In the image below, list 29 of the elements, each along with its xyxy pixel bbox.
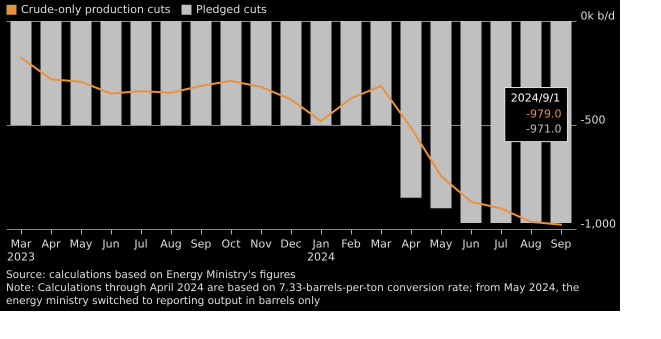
y-tick-label: 0k b/d bbox=[580, 10, 616, 22]
x-tick-label: Feb bbox=[341, 238, 361, 250]
x-tick-label: Apr bbox=[401, 238, 421, 250]
x-tick-label: Dec bbox=[280, 238, 302, 250]
legend-label: Crude-only production cuts bbox=[21, 2, 171, 16]
x-tick-label: Mar bbox=[370, 238, 392, 250]
x-tick-label: Nov bbox=[250, 238, 272, 250]
x-tick-label: Jan 2024 bbox=[307, 238, 335, 264]
x-tick-label: Jun bbox=[461, 238, 480, 250]
source-note: Source: calculations based on Energy Ministry's figures bbox=[6, 269, 296, 281]
x-tick-label: May bbox=[70, 238, 93, 250]
x-tick-label: Sep bbox=[190, 238, 212, 250]
x-tick-label: Oct bbox=[221, 238, 242, 250]
y-tick-label: -1,000 bbox=[580, 218, 616, 230]
x-tick-label: May bbox=[430, 238, 453, 250]
annotation: -971.0 bbox=[526, 122, 562, 136]
x-tick-label: Aug bbox=[520, 238, 542, 250]
annotation: 2024/9/1 bbox=[510, 92, 560, 105]
x-tick-label: Jun bbox=[101, 238, 120, 250]
y-tick-label: -500 bbox=[580, 114, 606, 126]
legend-label: Pledged cuts bbox=[196, 2, 267, 16]
x-tick-label: Apr bbox=[41, 238, 61, 250]
x-tick-label: Jul bbox=[133, 238, 148, 250]
x-tick-label: Mar 2023 bbox=[7, 238, 35, 264]
x-tick-label: Jul bbox=[493, 238, 508, 250]
text: Note: Calculations through April 2024 are based on 7.33-barrels-per-ton conversion rate; from May 2024, the energy ministry switched to reporting output in barrels only bbox=[6, 282, 580, 307]
x-tick-label: Aug bbox=[160, 238, 182, 250]
annotation: -979.0 bbox=[526, 108, 562, 121]
x-tick-label: Sep bbox=[550, 238, 572, 250]
